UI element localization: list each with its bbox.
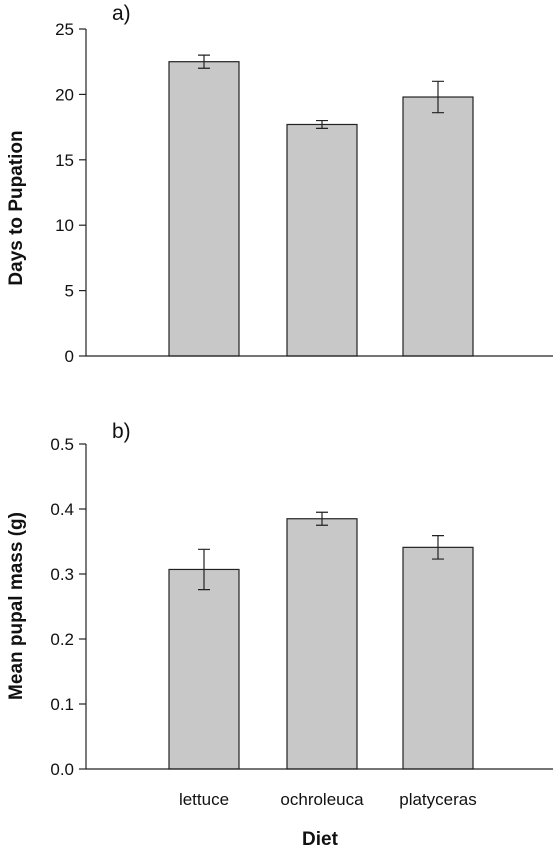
panel-b-x-ticks: lettuce ochroleuca platyceras — [179, 790, 477, 809]
panel-b-error-bar-lettuce — [198, 548, 210, 591]
panel-b-x-tick-label-platyceras: platyceras — [399, 790, 476, 809]
panel-b-error-bars — [198, 511, 444, 591]
panel-a-y-tick-label: 25 — [55, 20, 74, 39]
panel-a-bar-ochroleuca — [286, 123, 358, 357]
panel-b-y-ticks: 0.0 0.1 0.2 0.3 0.4 0.5 — [50, 435, 86, 779]
panel-b-y-tick-label: 0.0 — [50, 760, 74, 779]
panel-b-axes — [85, 444, 553, 770]
panel-a-error-bars — [198, 54, 444, 130]
panel-b-y-tick-label: 0.4 — [50, 500, 74, 519]
panel-b-x-tick-label-ochroleuca: ochroleuca — [280, 790, 364, 809]
panel-b-x-axis-title: Diet — [302, 829, 339, 849]
panel-a-error-bar-ochroleuca — [316, 119, 328, 130]
panel-a-bar-lettuce — [168, 61, 240, 357]
panel-a-y-tick-label: 5 — [65, 282, 74, 301]
panel-b-x-tick-label-lettuce: lettuce — [179, 790, 229, 809]
panel-b-y-tick-label: 0.3 — [50, 565, 74, 584]
panel-a-y-tick-label: 10 — [55, 216, 74, 235]
panel-a-y-tick-label: 0 — [65, 347, 74, 366]
panel-b-mean-pupal-mass: 0.0 0.1 0.2 0.3 0.4 0.5 lettuce ochroleuca plat… — [6, 420, 553, 849]
panel-a-y-ticks: 0 5 10 15 20 25 — [55, 20, 86, 366]
panel-a-error-bar-platyceras — [432, 80, 444, 114]
panel-b-bar-lettuce — [168, 568, 240, 770]
panel-a-bar-platyceras — [402, 96, 474, 357]
panel-b-error-bar-ochroleuca — [316, 511, 328, 526]
panel-b-bar-platyceras — [402, 546, 474, 770]
panel-a-label: a) — [112, 2, 131, 25]
panel-b-y-tick-label: 0.2 — [50, 630, 74, 649]
panel-b-error-bar-platyceras — [432, 535, 444, 560]
panel-b-y-axis-title: Mean pupal mass (g) — [6, 512, 27, 700]
panel-a-y-tick-label: 15 — [55, 151, 74, 170]
panel-b-bar-ochroleuca — [286, 518, 358, 770]
panel-a-bars — [168, 61, 474, 357]
panel-a-axes — [85, 29, 553, 357]
panel-a-days-to-pupation: 0 5 10 15 20 25 a) Days to Pupation — [6, 2, 553, 366]
panel-b-label: b) — [112, 420, 131, 443]
panel-a-y-axis-title: Days to Pupation — [6, 130, 27, 285]
panel-a-error-bar-lettuce — [198, 54, 210, 69]
panel-b-y-tick-label: 0.1 — [50, 695, 74, 714]
panel-a-y-tick-label: 20 — [55, 85, 74, 104]
panel-b-y-tick-label: 0.5 — [50, 435, 74, 454]
panel-b-bars — [168, 518, 474, 770]
